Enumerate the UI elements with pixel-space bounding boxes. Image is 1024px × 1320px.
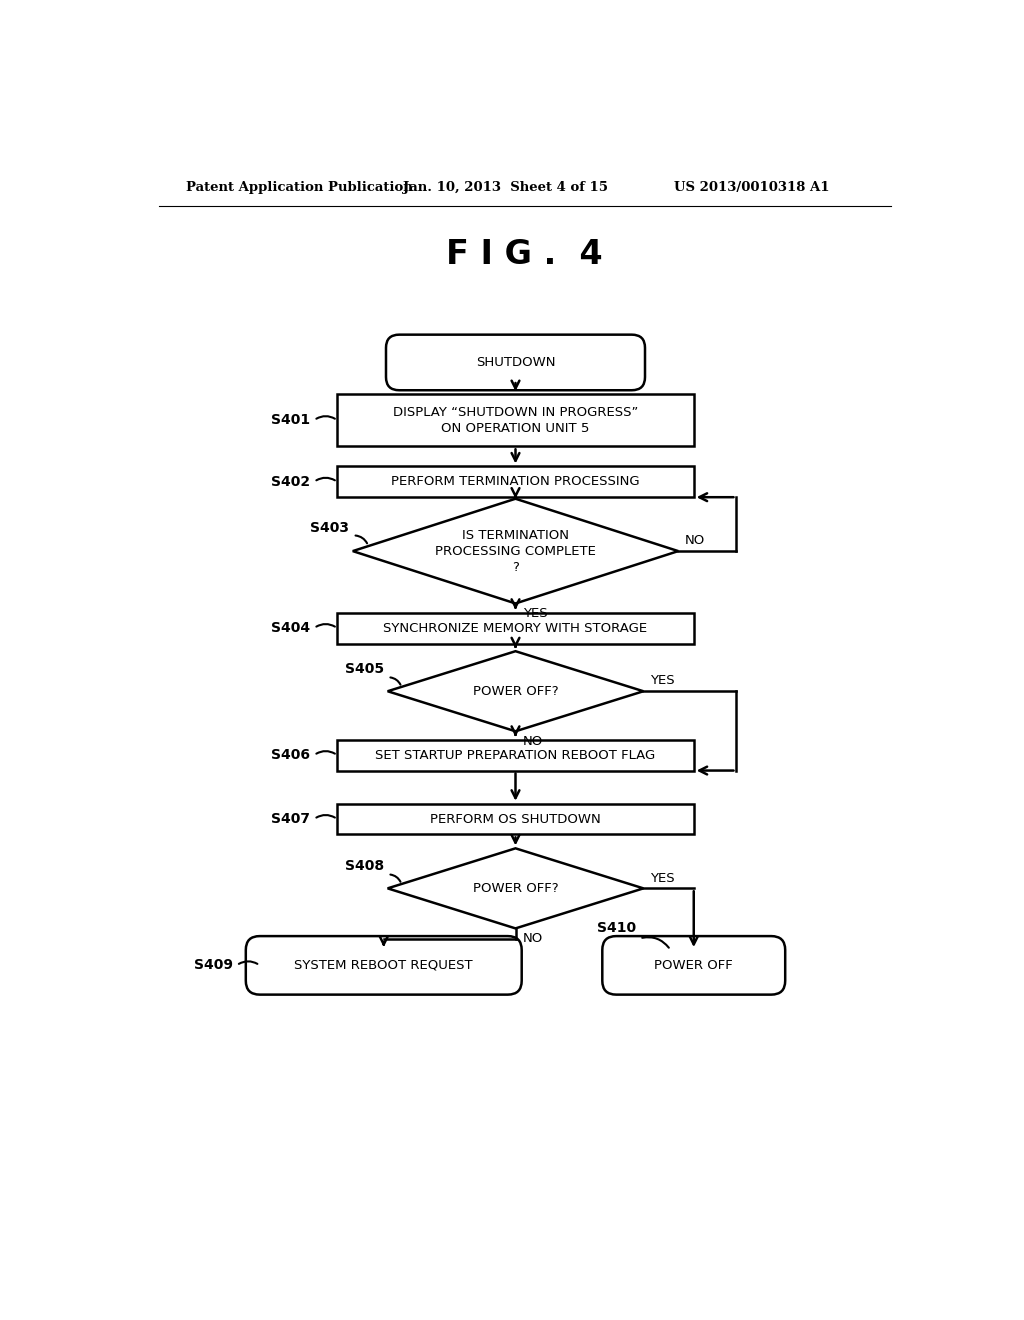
Text: S410: S410 — [597, 921, 636, 936]
Text: POWER OFF?: POWER OFF? — [473, 882, 558, 895]
Text: S402: S402 — [271, 475, 310, 488]
Polygon shape — [388, 651, 643, 731]
Text: IS TERMINATION
PROCESSING COMPLETE
?: IS TERMINATION PROCESSING COMPLETE ? — [435, 528, 596, 574]
Text: PERFORM OS SHUTDOWN: PERFORM OS SHUTDOWN — [430, 813, 601, 825]
Text: YES: YES — [649, 675, 674, 688]
Text: S405: S405 — [345, 663, 384, 676]
Text: F I G .  4: F I G . 4 — [446, 238, 603, 271]
Polygon shape — [352, 499, 678, 603]
Bar — [337, 739, 693, 771]
Text: Jan. 10, 2013  Sheet 4 of 15: Jan. 10, 2013 Sheet 4 of 15 — [403, 181, 608, 194]
Text: S408: S408 — [345, 859, 384, 874]
Text: Patent Application Publication: Patent Application Publication — [186, 181, 413, 194]
Bar — [337, 395, 693, 446]
Bar — [337, 612, 693, 644]
Text: S404: S404 — [271, 622, 310, 635]
Text: POWER OFF?: POWER OFF? — [473, 685, 558, 698]
Text: S409: S409 — [194, 958, 232, 973]
Polygon shape — [388, 849, 643, 928]
Text: NO: NO — [684, 535, 705, 548]
Text: SHUTDOWN: SHUTDOWN — [476, 356, 555, 370]
Text: S406: S406 — [271, 748, 310, 762]
Text: YES: YES — [649, 871, 674, 884]
FancyBboxPatch shape — [602, 936, 785, 995]
Text: S403: S403 — [310, 520, 349, 535]
Text: NO: NO — [523, 735, 544, 748]
Text: US 2013/0010318 A1: US 2013/0010318 A1 — [675, 181, 829, 194]
Text: NO: NO — [523, 932, 544, 945]
Text: SYNCHRONIZE MEMORY WITH STORAGE: SYNCHRONIZE MEMORY WITH STORAGE — [383, 622, 647, 635]
FancyBboxPatch shape — [246, 936, 521, 995]
Bar — [337, 804, 693, 834]
Text: DISPLAY “SHUTDOWN IN PROGRESS”
ON OPERATION UNIT 5: DISPLAY “SHUTDOWN IN PROGRESS” ON OPERAT… — [393, 405, 638, 434]
Text: S401: S401 — [271, 413, 310, 428]
Text: SYSTEM REBOOT REQUEST: SYSTEM REBOOT REQUEST — [295, 958, 473, 972]
Text: S407: S407 — [271, 812, 310, 826]
Text: YES: YES — [523, 607, 548, 620]
FancyBboxPatch shape — [386, 335, 645, 391]
Text: SET STARTUP PREPARATION REBOOT FLAG: SET STARTUP PREPARATION REBOOT FLAG — [376, 748, 655, 762]
Text: PERFORM TERMINATION PROCESSING: PERFORM TERMINATION PROCESSING — [391, 475, 640, 488]
Text: POWER OFF: POWER OFF — [654, 958, 733, 972]
Bar — [337, 466, 693, 498]
